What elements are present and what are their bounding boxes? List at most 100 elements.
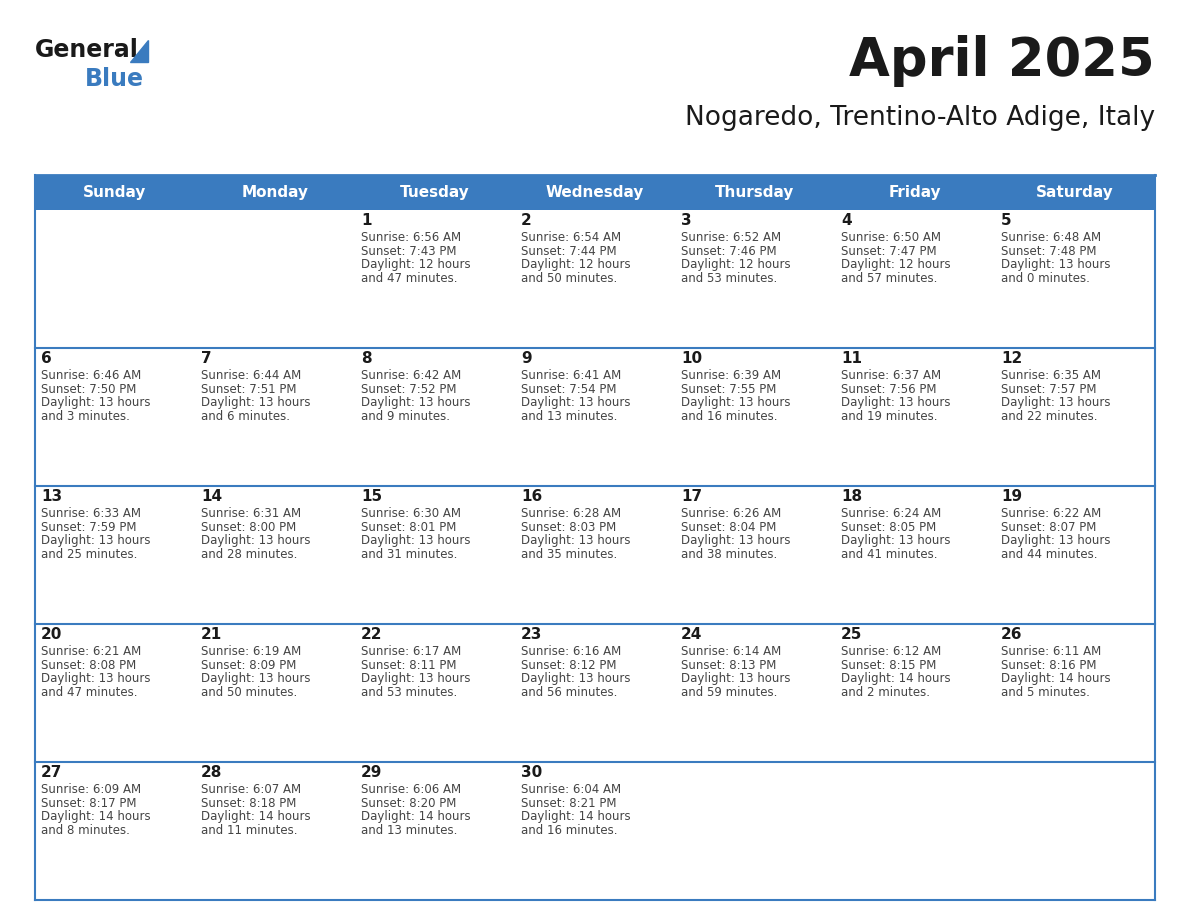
Text: Sunset: 7:43 PM: Sunset: 7:43 PM: [361, 245, 456, 258]
Text: Sunrise: 6:12 AM: Sunrise: 6:12 AM: [841, 645, 941, 658]
Text: and 31 minutes.: and 31 minutes.: [361, 548, 457, 561]
Text: Sunrise: 6:21 AM: Sunrise: 6:21 AM: [42, 645, 141, 658]
Text: Sunrise: 6:28 AM: Sunrise: 6:28 AM: [522, 508, 621, 521]
Text: Sunrise: 6:35 AM: Sunrise: 6:35 AM: [1001, 369, 1101, 383]
Text: Sunrise: 6:50 AM: Sunrise: 6:50 AM: [841, 231, 941, 244]
Text: Sunrise: 6:39 AM: Sunrise: 6:39 AM: [681, 369, 782, 383]
Text: 11: 11: [841, 351, 862, 365]
Text: and 16 minutes.: and 16 minutes.: [522, 824, 618, 837]
Text: Sunset: 8:18 PM: Sunset: 8:18 PM: [201, 797, 296, 810]
Text: 12: 12: [1001, 351, 1022, 365]
Text: Sunset: 7:44 PM: Sunset: 7:44 PM: [522, 245, 617, 258]
Text: Sunrise: 6:44 AM: Sunrise: 6:44 AM: [201, 369, 302, 383]
Text: and 56 minutes.: and 56 minutes.: [522, 686, 618, 699]
Text: Sunset: 8:12 PM: Sunset: 8:12 PM: [522, 659, 617, 672]
Text: and 3 minutes.: and 3 minutes.: [42, 410, 129, 423]
Text: Sunset: 8:17 PM: Sunset: 8:17 PM: [42, 797, 137, 810]
Text: 24: 24: [681, 627, 702, 642]
Text: Sunrise: 6:19 AM: Sunrise: 6:19 AM: [201, 645, 302, 658]
Text: and 44 minutes.: and 44 minutes.: [1001, 548, 1098, 561]
Text: Daylight: 13 hours: Daylight: 13 hours: [361, 534, 470, 547]
Text: and 19 minutes.: and 19 minutes.: [841, 410, 937, 423]
Text: Sunset: 8:08 PM: Sunset: 8:08 PM: [42, 659, 137, 672]
Text: and 11 minutes.: and 11 minutes.: [201, 824, 297, 837]
Text: Daylight: 14 hours: Daylight: 14 hours: [1001, 673, 1111, 686]
Text: Sunrise: 6:52 AM: Sunrise: 6:52 AM: [681, 231, 782, 244]
Text: Daylight: 13 hours: Daylight: 13 hours: [42, 397, 151, 409]
Text: Daylight: 13 hours: Daylight: 13 hours: [361, 673, 470, 686]
Text: Daylight: 14 hours: Daylight: 14 hours: [42, 811, 151, 823]
Text: Friday: Friday: [889, 185, 941, 200]
Text: Sunrise: 6:14 AM: Sunrise: 6:14 AM: [681, 645, 782, 658]
Text: Sunrise: 6:54 AM: Sunrise: 6:54 AM: [522, 231, 621, 244]
Text: Sunset: 8:09 PM: Sunset: 8:09 PM: [201, 659, 296, 672]
Text: 8: 8: [361, 351, 372, 365]
Text: Sunrise: 6:46 AM: Sunrise: 6:46 AM: [42, 369, 141, 383]
Text: Daylight: 13 hours: Daylight: 13 hours: [681, 397, 790, 409]
Text: Daylight: 13 hours: Daylight: 13 hours: [681, 673, 790, 686]
Text: Daylight: 13 hours: Daylight: 13 hours: [522, 534, 631, 547]
Text: and 16 minutes.: and 16 minutes.: [681, 410, 777, 423]
Text: and 6 minutes.: and 6 minutes.: [201, 410, 290, 423]
Text: Daylight: 13 hours: Daylight: 13 hours: [522, 397, 631, 409]
Text: and 53 minutes.: and 53 minutes.: [681, 272, 777, 285]
Text: Blue: Blue: [86, 67, 144, 91]
Text: Sunset: 8:16 PM: Sunset: 8:16 PM: [1001, 659, 1097, 672]
Text: Sunset: 7:56 PM: Sunset: 7:56 PM: [841, 383, 936, 396]
Bar: [34, 175, 1155, 210]
Text: Sunset: 8:20 PM: Sunset: 8:20 PM: [361, 797, 456, 810]
Text: Monday: Monday: [241, 185, 309, 200]
Text: Daylight: 13 hours: Daylight: 13 hours: [841, 397, 950, 409]
Text: 21: 21: [201, 627, 222, 642]
Text: and 22 minutes.: and 22 minutes.: [1001, 410, 1098, 423]
Text: and 5 minutes.: and 5 minutes.: [1001, 686, 1089, 699]
Text: Sunset: 7:55 PM: Sunset: 7:55 PM: [681, 383, 777, 396]
Polygon shape: [129, 40, 148, 62]
Text: Daylight: 13 hours: Daylight: 13 hours: [1001, 534, 1111, 547]
Text: 22: 22: [361, 627, 383, 642]
Text: Sunrise: 6:30 AM: Sunrise: 6:30 AM: [361, 508, 461, 521]
Text: Daylight: 13 hours: Daylight: 13 hours: [201, 673, 310, 686]
Text: 29: 29: [361, 765, 383, 779]
Text: and 25 minutes.: and 25 minutes.: [42, 548, 138, 561]
Text: Sunset: 7:50 PM: Sunset: 7:50 PM: [42, 383, 137, 396]
Text: 25: 25: [841, 627, 862, 642]
Text: Daylight: 14 hours: Daylight: 14 hours: [361, 811, 470, 823]
Text: 4: 4: [841, 213, 852, 228]
Text: 2: 2: [522, 213, 532, 228]
Text: and 50 minutes.: and 50 minutes.: [201, 686, 297, 699]
Text: and 50 minutes.: and 50 minutes.: [522, 272, 618, 285]
Text: Sunset: 8:03 PM: Sunset: 8:03 PM: [522, 521, 617, 534]
Text: Daylight: 12 hours: Daylight: 12 hours: [681, 259, 791, 272]
Text: Sunrise: 6:24 AM: Sunrise: 6:24 AM: [841, 508, 941, 521]
Text: Saturday: Saturday: [1036, 185, 1114, 200]
Text: and 2 minutes.: and 2 minutes.: [841, 686, 930, 699]
Text: 13: 13: [42, 488, 62, 504]
Text: and 38 minutes.: and 38 minutes.: [681, 548, 777, 561]
Text: Sunset: 7:48 PM: Sunset: 7:48 PM: [1001, 245, 1097, 258]
Text: Sunset: 8:07 PM: Sunset: 8:07 PM: [1001, 521, 1097, 534]
Text: Daylight: 12 hours: Daylight: 12 hours: [522, 259, 631, 272]
Text: Daylight: 13 hours: Daylight: 13 hours: [841, 534, 950, 547]
Text: Sunset: 7:51 PM: Sunset: 7:51 PM: [201, 383, 297, 396]
Text: 5: 5: [1001, 213, 1012, 228]
Text: Sunrise: 6:31 AM: Sunrise: 6:31 AM: [201, 508, 301, 521]
Text: Daylight: 14 hours: Daylight: 14 hours: [522, 811, 631, 823]
Text: Sunset: 8:13 PM: Sunset: 8:13 PM: [681, 659, 777, 672]
Text: Sunrise: 6:33 AM: Sunrise: 6:33 AM: [42, 508, 141, 521]
Text: Sunrise: 6:11 AM: Sunrise: 6:11 AM: [1001, 645, 1101, 658]
Text: Sunset: 8:05 PM: Sunset: 8:05 PM: [841, 521, 936, 534]
Text: Sunset: 8:21 PM: Sunset: 8:21 PM: [522, 797, 617, 810]
Text: 15: 15: [361, 488, 383, 504]
Text: 19: 19: [1001, 488, 1022, 504]
Text: General: General: [34, 38, 139, 62]
Text: Sunset: 7:57 PM: Sunset: 7:57 PM: [1001, 383, 1097, 396]
Text: and 35 minutes.: and 35 minutes.: [522, 548, 618, 561]
Text: Daylight: 12 hours: Daylight: 12 hours: [361, 259, 470, 272]
Text: Sunrise: 6:48 AM: Sunrise: 6:48 AM: [1001, 231, 1101, 244]
Text: Sunrise: 6:16 AM: Sunrise: 6:16 AM: [522, 645, 621, 658]
Text: and 8 minutes.: and 8 minutes.: [42, 824, 129, 837]
Text: Daylight: 13 hours: Daylight: 13 hours: [681, 534, 790, 547]
Text: 20: 20: [42, 627, 63, 642]
Text: Sunset: 7:59 PM: Sunset: 7:59 PM: [42, 521, 137, 534]
